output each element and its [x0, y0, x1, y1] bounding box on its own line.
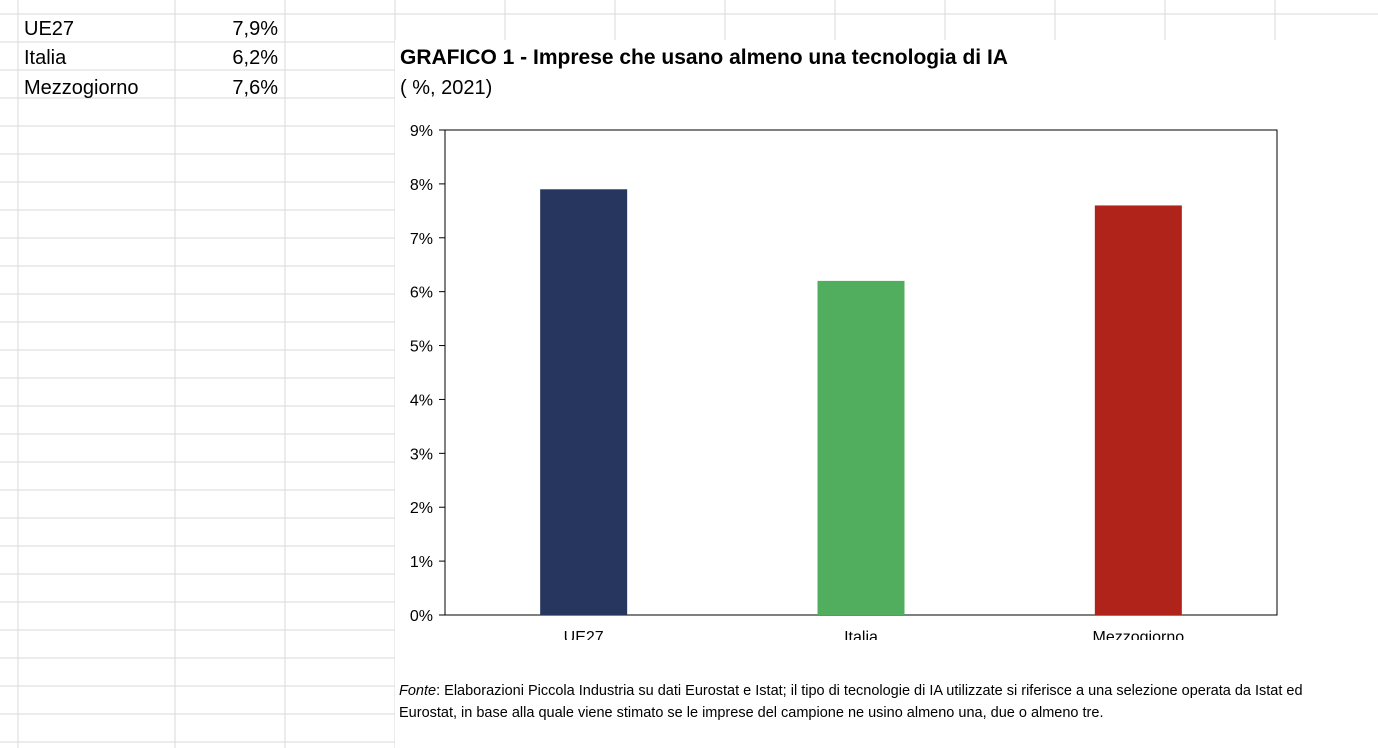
chart-panel[interactable]: GRAFICO 1 - Imprese che usano almeno una… [395, 40, 1378, 748]
chart-title: GRAFICO 1 - Imprese che usano almeno una… [400, 46, 1008, 69]
y-tick-label: 1% [410, 554, 433, 571]
x-tick-label: Mezzogiorno [1093, 629, 1185, 640]
y-tick-label: 6% [410, 285, 433, 302]
y-tick-label: 9% [410, 123, 433, 140]
y-tick-label: 0% [410, 608, 433, 625]
y-tick-label: 4% [410, 392, 433, 409]
bar-chart: 0% 1% 2% 3% 4% 5% 6% 7% 8% 9% UE27 Italia Mezzogiorn… [410, 123, 1278, 640]
y-tick-label: 8% [410, 177, 433, 194]
source-note-label: Fonte [399, 683, 437, 699]
y-tick-label: 3% [410, 446, 433, 463]
y-tick-label: 5% [410, 339, 433, 356]
source-note: Fonte: Elaborazioni Piccola Industria su… [399, 680, 1359, 724]
cell-label-italia[interactable]: Italia [24, 47, 67, 69]
y-tick-label: 7% [410, 231, 433, 248]
x-tick-label: Italia [844, 629, 878, 640]
cell-label-mezzogiorno[interactable]: Mezzogiorno [24, 77, 139, 99]
cell-value-italia[interactable]: 6,2% [232, 47, 278, 69]
cell-label-ue27[interactable]: UE27 [24, 18, 75, 40]
bar-italia [817, 280, 905, 615]
cell-value-ue27[interactable]: 7,9% [232, 18, 278, 40]
y-tick-label: 2% [410, 500, 433, 517]
source-note-text: : Elaborazioni Piccola Industria su dati… [399, 683, 1303, 721]
bar-ue27 [540, 189, 628, 615]
x-tick-label: UE27 [564, 629, 604, 640]
chart-subtitle: ( %, 2021) [400, 77, 493, 99]
cell-value-mezzogiorno[interactable]: 7,6% [232, 77, 278, 99]
bar-mezzogiorno [1094, 205, 1182, 615]
